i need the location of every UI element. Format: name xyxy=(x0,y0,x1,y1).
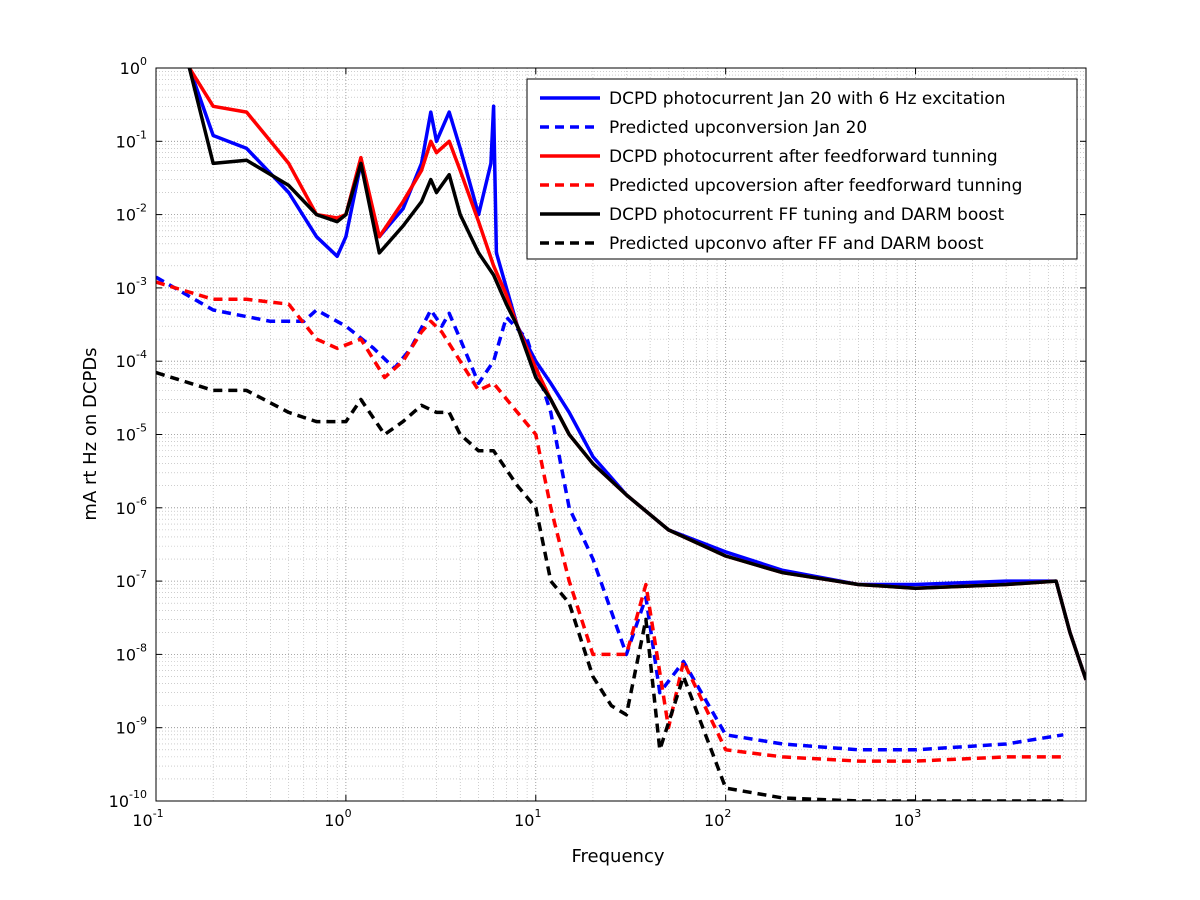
y-tick-label: 10-4 xyxy=(116,348,147,371)
y-tick-label-base: 10 xyxy=(116,279,136,298)
y-tick-label-exp: -3 xyxy=(136,275,147,288)
y-tick-label-base: 10 xyxy=(116,719,136,738)
x-tick-label: 100 xyxy=(324,807,351,830)
y-tick-label-base: 10 xyxy=(116,572,136,591)
x-tick-label-exp: 2 xyxy=(724,807,731,820)
y-tick-label: 10-2 xyxy=(116,202,147,225)
x-tick-label: 102 xyxy=(704,807,731,830)
y-tick-label-exp: -8 xyxy=(136,641,147,654)
y-tick-label-exp: -6 xyxy=(136,495,147,508)
y-tick-label-base: 10 xyxy=(109,792,129,811)
y-tick-label: 10-7 xyxy=(116,568,147,591)
x-tick-label-exp: -1 xyxy=(153,807,164,820)
x-tick-label-exp: 1 xyxy=(534,807,541,820)
y-tick-label: 10-3 xyxy=(116,275,147,298)
legend-label-6: Predicted upconvo after FF and DARM boos… xyxy=(609,234,984,254)
legend: DCPD photocurrent Jan 20 with 6 Hz excit… xyxy=(526,78,1078,260)
y-tick-label: 10-1 xyxy=(116,128,147,151)
y-tick-label-base: 10 xyxy=(116,645,136,664)
y-tick-label: 10-5 xyxy=(116,422,147,445)
legend-label-5: DCPD photocurrent FF tuning and DARM boo… xyxy=(609,205,1004,225)
y-tick-label-base: 10 xyxy=(116,352,136,371)
y-tick-label-base: 10 xyxy=(120,59,140,78)
x-tick-label-exp: 0 xyxy=(345,807,352,820)
y-tick-label: 100 xyxy=(120,55,147,78)
x-tick-label-base: 10 xyxy=(894,811,914,830)
x-tick-label-base: 10 xyxy=(514,811,534,830)
y-tick-label: 10-6 xyxy=(116,495,147,518)
y-axis-label: mA rt Hz on DCPDs xyxy=(80,347,101,520)
y-tick-label: 10-9 xyxy=(116,715,147,738)
x-tick-label: 103 xyxy=(894,807,921,830)
x-tick-label-base: 10 xyxy=(324,811,344,830)
y-tick-label-exp: -9 xyxy=(136,715,147,728)
x-tick-label: 101 xyxy=(514,807,541,830)
series-line-2 xyxy=(156,275,1064,752)
y-tick-label-base: 10 xyxy=(116,206,136,225)
legend-label-1: DCPD photocurrent Jan 20 with 6 Hz excit… xyxy=(609,89,1006,109)
y-tick-label-exp: -2 xyxy=(136,202,147,215)
y-tick-label: 10-10 xyxy=(109,788,147,811)
y-tick-label-exp: -7 xyxy=(136,568,147,581)
legend-box xyxy=(526,78,1078,260)
x-tick-label-exp: 3 xyxy=(914,807,921,820)
series-line-4 xyxy=(156,280,1064,763)
x-tick-label: 10-1 xyxy=(132,807,163,830)
legend-label-3: DCPD photocurrent after feedforward tunn… xyxy=(609,147,998,167)
x-tick-label-base: 10 xyxy=(704,811,724,830)
y-tick-label-base: 10 xyxy=(116,499,136,518)
y-tick-label-exp: -1 xyxy=(136,128,147,141)
legend-label-2: Predicted upconversion Jan 20 xyxy=(609,118,867,138)
y-tick-label-base: 10 xyxy=(116,426,136,445)
y-tick-label-base: 10 xyxy=(116,132,136,151)
series-line-6 xyxy=(156,370,1064,801)
y-tick-label-exp: -10 xyxy=(129,788,147,801)
series-group xyxy=(156,68,1086,801)
y-tick-label-exp: -5 xyxy=(136,422,147,435)
y-tick-label-exp: -4 xyxy=(136,348,147,361)
y-tick-label: 10-8 xyxy=(116,641,147,664)
y-tick-label-exp: 0 xyxy=(140,55,147,68)
legend-label-4: Predicted upcoversion after feedforward … xyxy=(609,176,1022,196)
series-line-5 xyxy=(187,68,1086,681)
x-tick-label-base: 10 xyxy=(132,811,152,830)
ticks: 10-1 100 101 102 10310010-110-210-310-410-51… xyxy=(109,55,1086,830)
x-axis-label: Frequency xyxy=(572,846,665,867)
